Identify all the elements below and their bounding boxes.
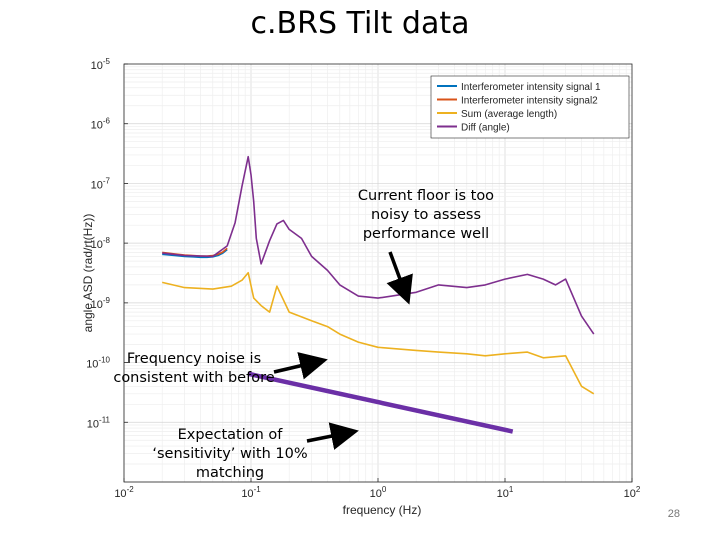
floor-annotation-line: Current floor is too	[357, 188, 495, 204]
y-tick-base: 10	[86, 359, 98, 371]
y-tick-base: 10	[91, 239, 103, 251]
y-tick-label: 10-10	[86, 356, 110, 371]
annotation-arrow	[306, 422, 359, 450]
y-tick-label: 10-6	[91, 117, 111, 132]
y-tick-label: 10-11	[87, 415, 111, 430]
y-tick-base: 10	[87, 418, 99, 430]
plot-frame	[123, 63, 633, 483]
legend-entry: Sum (average length)	[461, 109, 557, 120]
floor-annotation-line: performance well	[362, 226, 490, 242]
series-line-diff-angle	[162, 155, 595, 335]
x-tick-exponent: -1	[254, 485, 262, 494]
y-tick-label: 10-7	[91, 176, 111, 191]
y-tick-exponent: -8	[103, 236, 111, 245]
y-tick-label: 10-9	[91, 296, 111, 311]
x-axis-label: frequency (Hz)	[343, 503, 422, 517]
x-tick-label: 10-2	[114, 485, 134, 500]
legend-entry: Interferometer intensity signal 1	[461, 82, 601, 93]
y-tick-label: 10-5	[91, 57, 111, 72]
y-axis-label: angle ASD (rad/rt(Hz))	[81, 214, 95, 333]
x-tick-label: 101	[497, 485, 514, 500]
series-line-interferometer-intensity-signal-1	[162, 248, 228, 259]
x-tick-label: 102	[624, 485, 641, 500]
y-tick-exponent: -9	[103, 296, 111, 305]
x-tick-label: 100	[370, 485, 387, 500]
annotation-arrow	[386, 251, 413, 305]
x-tick-exponent: 2	[636, 485, 641, 494]
annotation-arrow	[273, 352, 328, 380]
annotation-arrows	[273, 251, 413, 450]
series-line-sum-average-length	[162, 271, 595, 395]
legend-entry: Interferometer intensity signal2	[461, 96, 598, 107]
expectation-annotation: Expectation of ‘sensitivity’ with 10% ma…	[140, 426, 320, 483]
expectation-annotation-line: matching	[195, 465, 265, 481]
page-number: 28	[667, 508, 680, 520]
x-tick-exponent: 0	[382, 485, 387, 494]
y-tick-base: 10	[91, 60, 103, 72]
y-tick-base: 10	[91, 120, 103, 132]
x-tick-base: 10	[370, 488, 382, 500]
y-tick-exponent: -11	[99, 415, 111, 424]
expectation-line	[247, 371, 514, 434]
frequency-noise-annotation-line: Frequency noise is	[126, 351, 262, 367]
expectation-annotation-line: ‘sensitivity’ with 10%	[152, 446, 308, 462]
y-tick-label: 10-8	[91, 236, 111, 251]
y-tick-base: 10	[91, 299, 103, 311]
legend: Interferometer intensity signal 1 Interfe…	[430, 75, 630, 139]
x-tick-label: 10-1	[241, 485, 261, 500]
expectation-annotation-line: Expectation of	[177, 427, 283, 443]
axes: 10-2 10-1 100 101 10210-510-610-710-810-910-…	[86, 57, 641, 500]
series-layer	[162, 155, 595, 395]
y-tick-base: 10	[91, 179, 103, 191]
legend-box	[430, 75, 630, 139]
x-tick-base: 10	[497, 488, 509, 500]
expectation-layer	[247, 371, 514, 434]
x-tick-base: 10	[624, 488, 636, 500]
legend-entry: Diff (angle)	[461, 123, 510, 134]
frequency-noise-annotation: Frequency noise is consistent with befor…	[104, 350, 284, 388]
x-tick-base: 10	[241, 488, 253, 500]
floor-annotation-line: noisy to assess	[370, 207, 482, 223]
x-tick-exponent: 1	[509, 485, 514, 494]
y-tick-exponent: -5	[103, 57, 111, 66]
x-tick-exponent: -2	[127, 485, 135, 494]
floor-annotation: Current floor is too noisy to assess per…	[344, 187, 508, 244]
y-tick-exponent: -6	[103, 117, 111, 126]
frequency-noise-annotation-line: consistent with before	[113, 370, 275, 386]
y-tick-exponent: -7	[103, 176, 111, 185]
grid-lines	[123, 64, 632, 483]
x-tick-base: 10	[114, 488, 126, 500]
y-tick-exponent: -10	[98, 356, 110, 365]
slide-title: c.BRS Tilt data	[250, 6, 470, 41]
